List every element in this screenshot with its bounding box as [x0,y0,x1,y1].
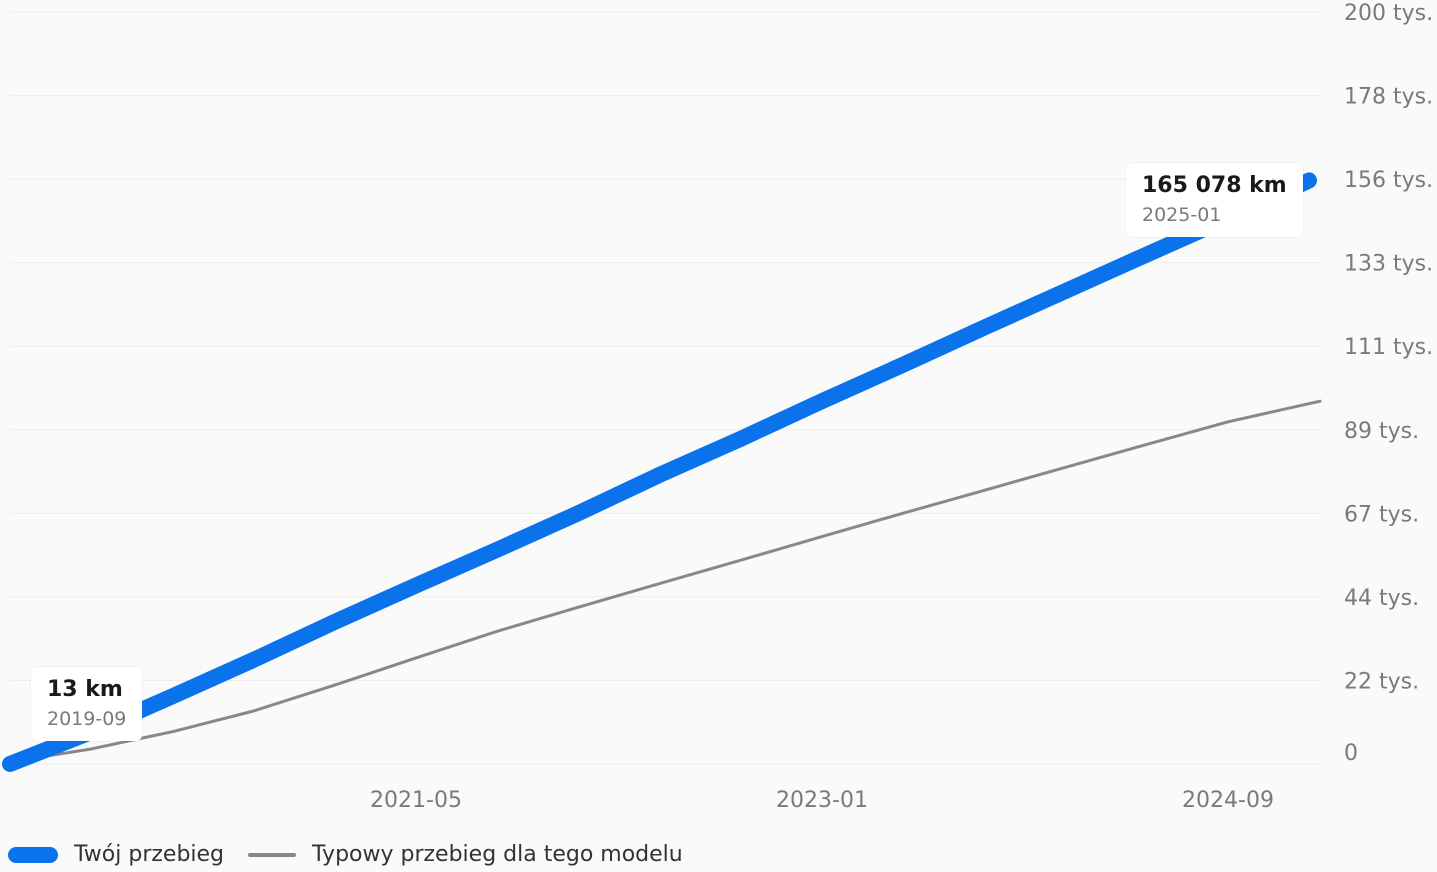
y-tick-label: 44 tys. [1344,586,1419,611]
callout-value: 165 078 km [1142,173,1287,198]
x-axis: 2021-05 2023-01 2024-09 [370,788,1274,813]
legend-swatch-gray [248,852,297,857]
y-axis: 0 22 tys. 44 tys. 67 tys. 89 tys. 111 tys. 133… [1344,1,1433,766]
x-tick-label: 2024-09 [1182,788,1274,813]
legend-label: Typowy przebieg dla tego modelu [312,842,683,867]
start-mileage-callout: 13 km 2019-09 [31,667,143,741]
legend-swatch-blue [8,846,58,863]
x-tick-label: 2023-01 [776,788,868,813]
y-tick-label: 200 tys. [1344,1,1433,26]
y-tick-label: 133 tys. [1344,252,1433,277]
y-tick-label: 22 tys. [1344,669,1419,694]
callout-date: 2025-01 [1142,204,1222,226]
callout-date: 2019-09 [47,708,127,730]
y-tick-label: 0 [1344,741,1358,766]
legend-item-typical-mileage[interactable]: Typowy przebieg dla tego modelu [248,842,683,867]
legend-item-your-mileage[interactable]: Twój przebieg [8,842,224,867]
y-tick-label: 156 tys. [1344,168,1433,193]
chart-grid [10,11,1320,765]
current-mileage-callout: 165 078 km 2025-01 [1126,163,1303,237]
chart-legend: Twój przebieg Typowy przebieg dla tego m… [8,842,707,867]
y-tick-label: 67 tys. [1344,502,1419,527]
y-tick-label: 111 tys. [1344,335,1433,360]
y-tick-label: 89 tys. [1344,419,1419,444]
x-tick-label: 2021-05 [370,788,462,813]
legend-label: Twój przebieg [74,842,225,867]
y-tick-label: 178 tys. [1344,85,1433,110]
callout-value: 13 km [47,677,123,702]
